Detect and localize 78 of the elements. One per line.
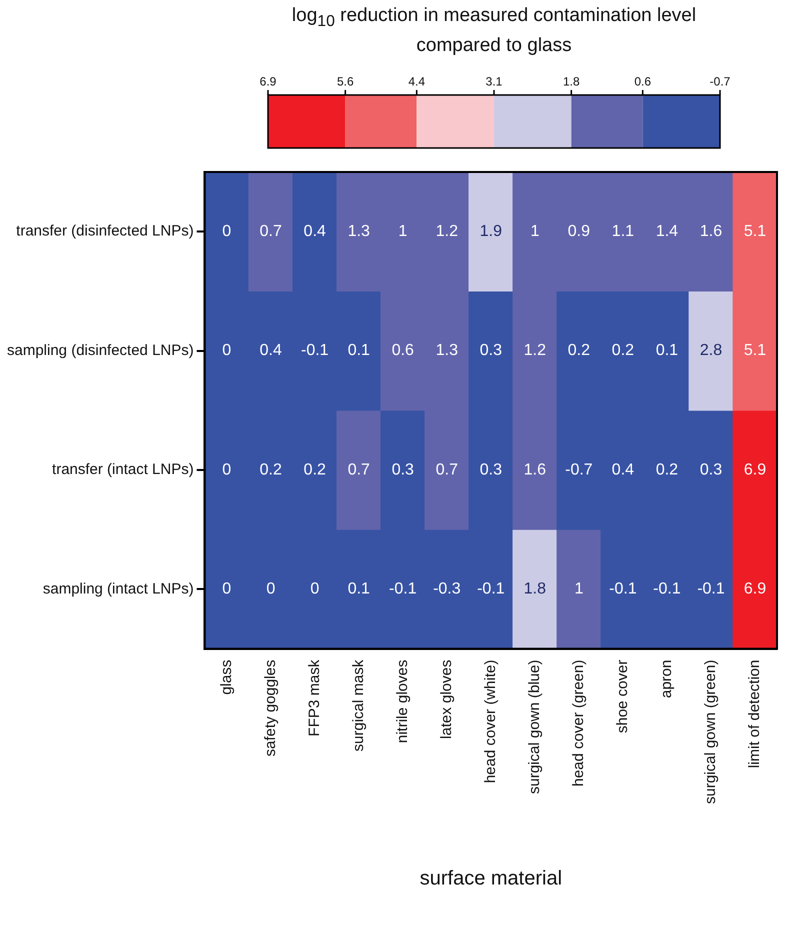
color-bar-title: log$_{10}$ reduction in measured contamination level compared to glass xyxy=(290,4,698,58)
x-tick-label: limit of detection xyxy=(746,660,764,768)
color-bar-label: -0.7 xyxy=(710,74,731,88)
data-label: -0.1 xyxy=(653,580,681,598)
y-tick-label: sampling (disinfected LNPs) xyxy=(6,342,194,359)
data-label: 0.7 xyxy=(348,461,370,478)
data-label: 1 xyxy=(398,223,408,240)
data-label: 6.9 xyxy=(744,461,766,478)
data-label: 0.4 xyxy=(304,223,326,240)
y-tick-label: sampling (intact LNPs) xyxy=(42,580,194,598)
data-label: 1.8 xyxy=(524,580,546,598)
data-label: 1.9 xyxy=(480,223,502,240)
color-bar-label: 4.4 xyxy=(408,74,426,88)
data-label: 0.1 xyxy=(348,580,370,598)
data-label: 0.2 xyxy=(612,342,634,360)
data-label: 1 xyxy=(530,223,540,240)
data-label: 0.3 xyxy=(480,461,502,478)
data-label: 1.2 xyxy=(524,342,546,360)
data-label: 0 xyxy=(310,580,320,598)
data-label: 1.4 xyxy=(656,223,678,240)
data-label: 1.6 xyxy=(524,461,546,478)
data-label: 0.7 xyxy=(260,223,282,240)
x-axis-title: surface material xyxy=(420,868,562,890)
data-label: 0.9 xyxy=(568,223,590,240)
data-label: 0.1 xyxy=(348,342,370,360)
data-label: 0.2 xyxy=(656,461,678,478)
x-tick-label: safety goggles xyxy=(262,660,279,756)
data-label: 0.6 xyxy=(392,342,414,360)
data-label: -0.1 xyxy=(609,580,637,598)
data-label: -0.1 xyxy=(477,580,505,598)
x-tick-label: apron xyxy=(658,660,676,698)
x-tick-label: latex gloves xyxy=(438,660,455,739)
x-tick-label: head cover (green) xyxy=(570,660,588,787)
color-bar-label: 0.6 xyxy=(634,74,652,88)
color-bar-label: 6.9 xyxy=(260,74,277,88)
color-bar-label: 1.8 xyxy=(562,74,580,88)
y-tick-label: transfer (disinfected LNPs) xyxy=(16,222,194,240)
data-label: -0.3 xyxy=(433,580,461,598)
data-label: 0.3 xyxy=(480,342,502,360)
x-tick-label: glass xyxy=(218,660,235,695)
data-label: 0.3 xyxy=(700,461,722,478)
data-label: 1.2 xyxy=(436,223,458,240)
data-label: 5.1 xyxy=(744,223,766,240)
data-label: 6.9 xyxy=(744,580,766,598)
x-tick-label: nitrile gloves xyxy=(394,660,411,744)
x-tick-label: surgical gown (blue) xyxy=(526,660,544,794)
data-label: 1 xyxy=(574,580,584,598)
data-label: -0.1 xyxy=(301,342,329,360)
data-label: 0.4 xyxy=(612,461,634,478)
data-label: 0.4 xyxy=(260,342,282,360)
data-label: 1.3 xyxy=(348,223,370,240)
x-tick-label: surgical mask xyxy=(350,659,367,752)
data-label: 1.1 xyxy=(612,223,634,240)
data-label: 0 xyxy=(266,580,276,598)
data-label: 0 xyxy=(222,342,232,360)
data-label: -0.1 xyxy=(697,580,725,598)
color-bar-label: 3.1 xyxy=(486,74,503,88)
data-label: 0 xyxy=(222,580,232,598)
data-label: -0.1 xyxy=(389,580,417,598)
data-label: 0 xyxy=(222,461,232,478)
data-label: 2.8 xyxy=(700,342,722,360)
data-label: -0.7 xyxy=(565,461,593,478)
data-label: 0.1 xyxy=(656,342,678,360)
color-bar-label: 5.6 xyxy=(336,74,354,88)
data-label: 0 xyxy=(222,223,232,240)
data-label: 5.1 xyxy=(744,342,766,360)
x-tick-label: FFP3 mask xyxy=(306,659,323,736)
data-label: 1.6 xyxy=(700,223,722,240)
x-tick-label: shoe cover xyxy=(614,660,632,734)
data-label: 0.7 xyxy=(436,461,458,478)
data-label: 1.3 xyxy=(436,342,458,360)
data-label: 0.2 xyxy=(260,461,282,478)
y-tick-label: transfer (intact LNPs) xyxy=(52,461,194,478)
x-tick-label: surgical gown (green) xyxy=(702,660,720,804)
data-label: 0.2 xyxy=(568,342,590,360)
data-label: 0.2 xyxy=(304,461,326,478)
data-label: 0.3 xyxy=(392,461,414,478)
x-tick-label: head cover (white) xyxy=(482,660,500,784)
